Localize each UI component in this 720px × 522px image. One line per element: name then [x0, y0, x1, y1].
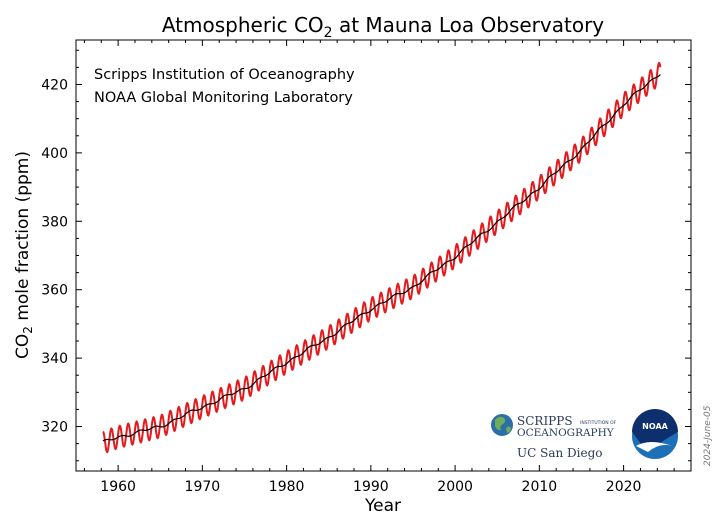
- x-tick-label: 1980: [269, 479, 305, 495]
- scripps-logo: SCRIPPS INSTITUTION OF OCEANOGRAPHY UC S…: [491, 414, 617, 460]
- y-tick-label: 360: [41, 283, 68, 299]
- x-tick-label: 2000: [437, 479, 473, 495]
- noaa-bird-icon: [632, 409, 678, 452]
- y-tick-label: 340: [41, 351, 68, 367]
- globe-land-2: [506, 426, 511, 433]
- x-tick-label: 1990: [353, 479, 389, 495]
- noaa-logo: NOAA: [632, 409, 678, 459]
- series-monthly-mean: [102, 61, 662, 454]
- y-tick-label: 380: [41, 214, 68, 230]
- globe-land: [495, 416, 506, 431]
- x-tick-label: 2010: [522, 479, 558, 495]
- noaa-wordmark: NOAA: [642, 422, 668, 431]
- x-tick-label: 1970: [185, 479, 221, 495]
- title-suffix: at Mauna Loa Observatory: [333, 13, 605, 37]
- axis-ticks: [76, 40, 691, 471]
- noaa-wave: [636, 442, 672, 452]
- ylabel-subscript: 2: [21, 326, 35, 334]
- x-tick-label: 2020: [606, 479, 642, 495]
- y-tick-label: 400: [41, 146, 68, 162]
- x-tick-label: 1960: [100, 479, 136, 495]
- annotation-scripps: Scripps Institution of Oceanography: [94, 67, 355, 83]
- date-stamp: 2024-June-05: [703, 405, 713, 466]
- scripps-small: INSTITUTION OF: [580, 420, 617, 426]
- ylabel-suffix: mole fraction (ppm): [13, 151, 33, 326]
- tick-labels: 1960 1970 1980 1990 2000 2010 2020 320 340 360 380…: [41, 77, 641, 495]
- annotation-noaa: NOAA Global Monitoring Laboratory: [94, 90, 353, 106]
- chart-title: Atmospheric CO2 at Mauna Loa Observatory: [162, 13, 604, 41]
- y-axis-label: CO2 mole fraction (ppm): [13, 151, 35, 359]
- x-axis-label: Year: [364, 496, 401, 516]
- scripps-wordmark: SCRIPPS: [517, 414, 573, 428]
- series-trend: [102, 74, 661, 442]
- title-subscript: 2: [324, 25, 333, 41]
- y-tick-label: 420: [41, 77, 68, 93]
- oceanography-wordmark: OCEANOGRAPHY: [517, 427, 615, 439]
- ucsd-wordmark: UC San Diego: [517, 446, 603, 460]
- y-tick-label: 320: [41, 420, 68, 436]
